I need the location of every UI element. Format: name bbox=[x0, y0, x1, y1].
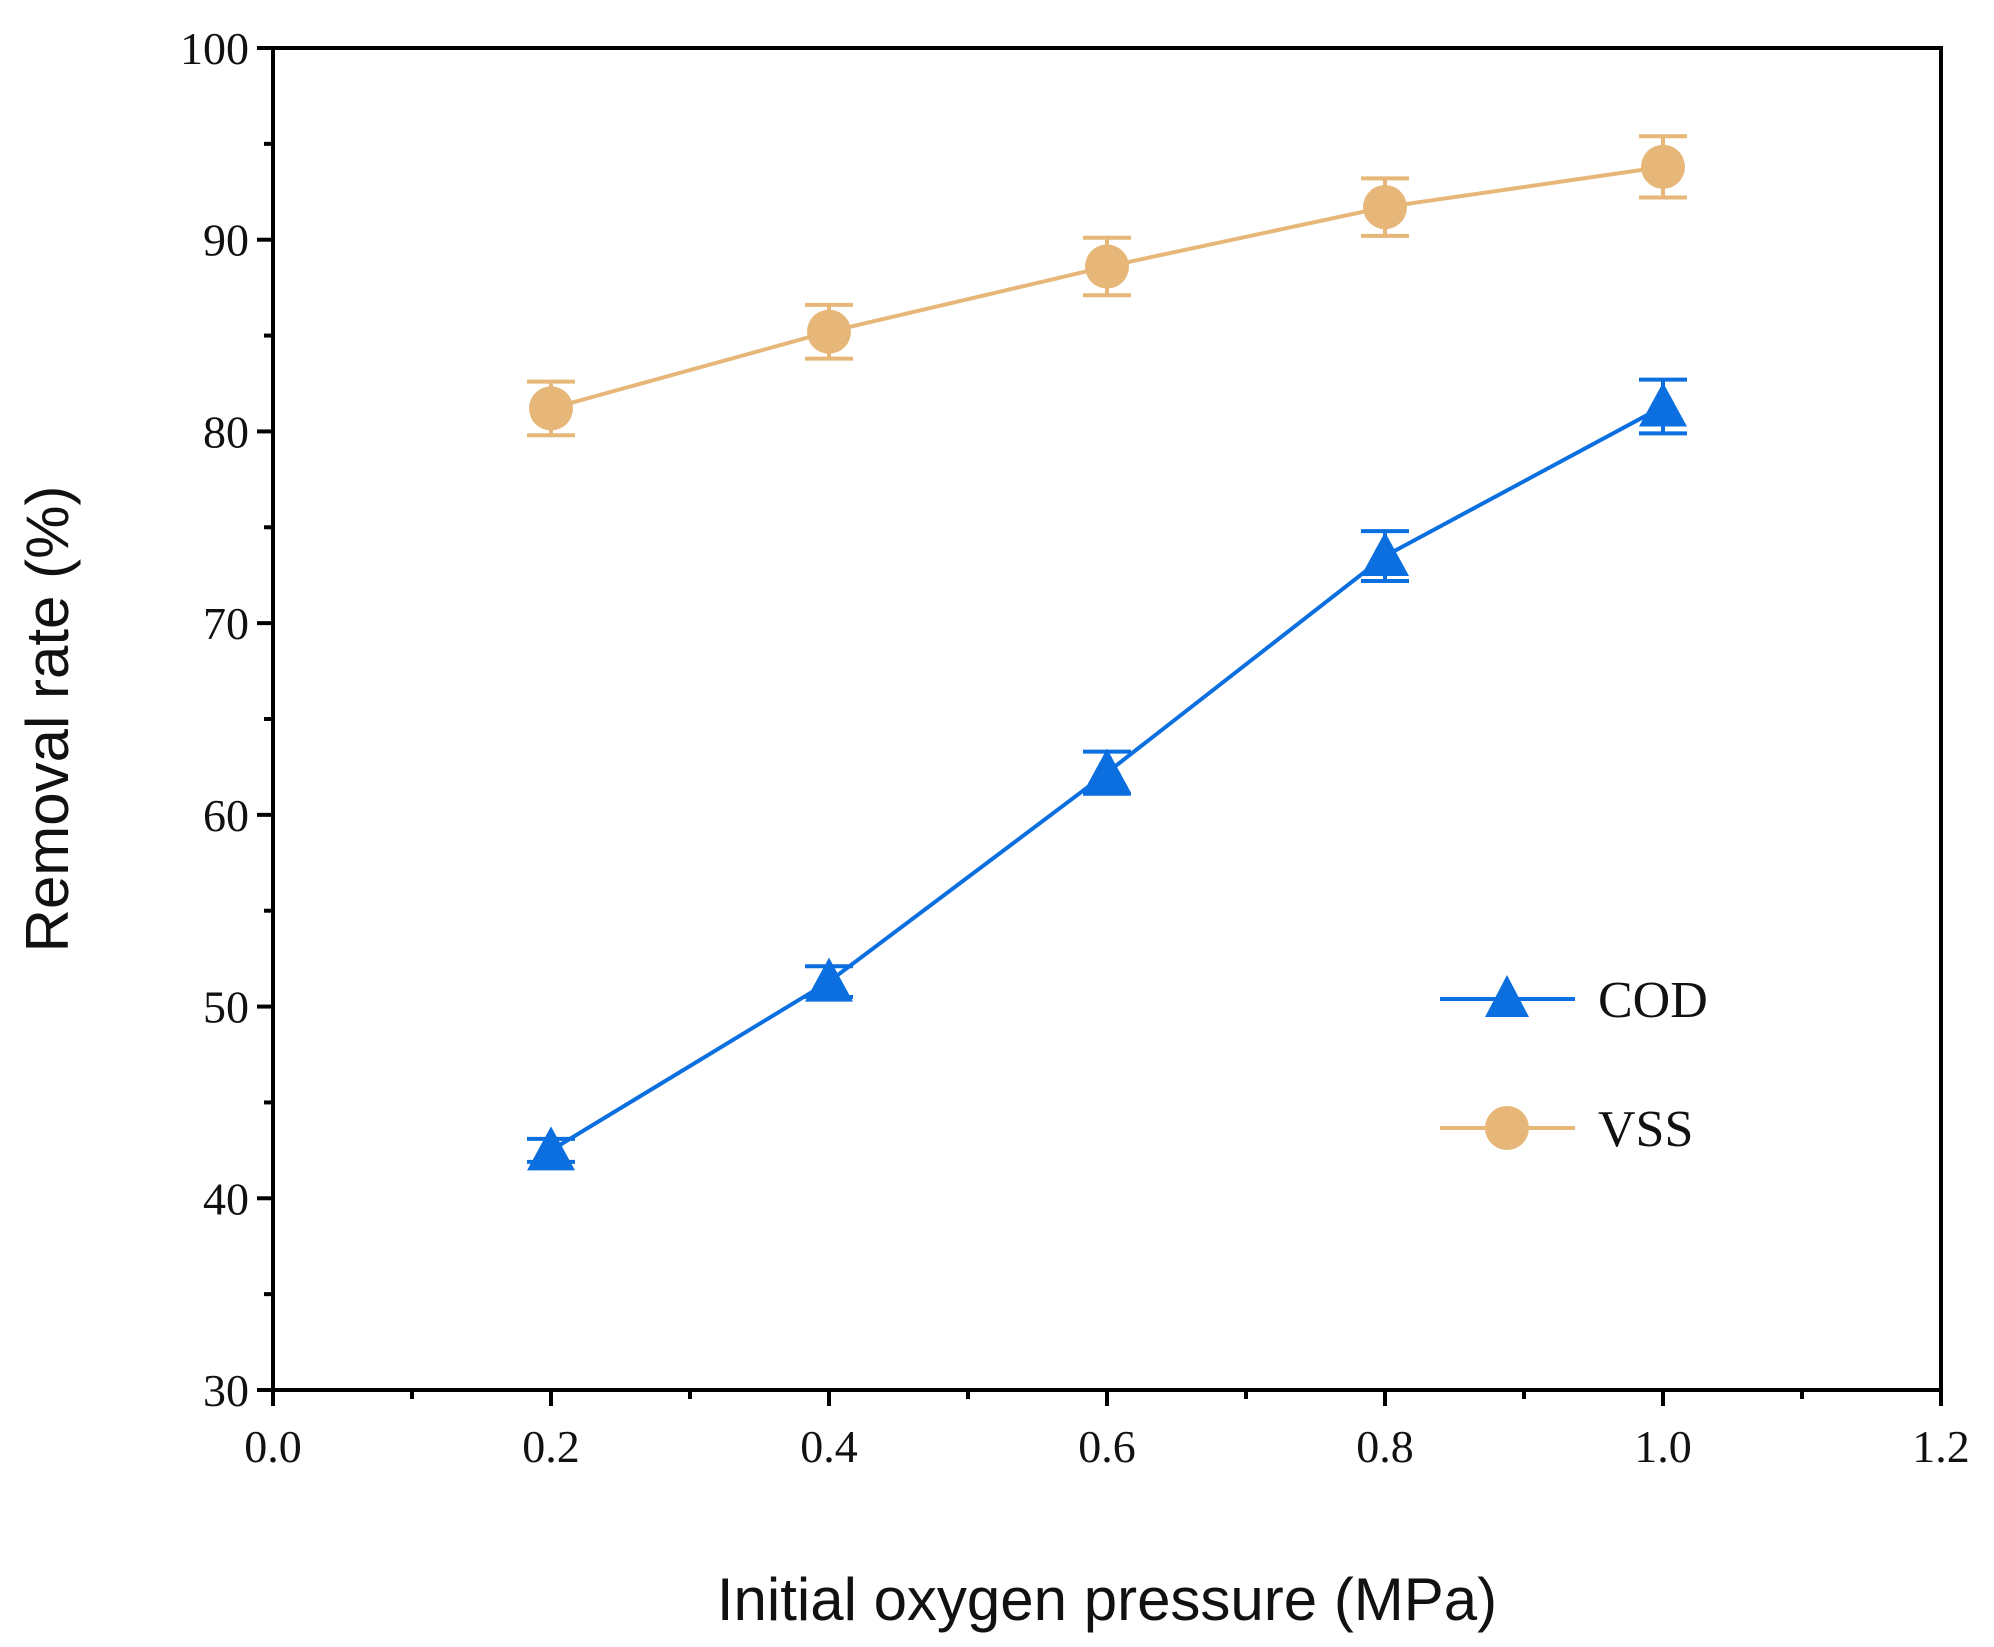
y-tick-label: 90 bbox=[203, 215, 249, 266]
x-tick-label: 1.2 bbox=[1912, 1421, 1970, 1472]
y-tick-label: 50 bbox=[203, 982, 249, 1033]
series-vss bbox=[527, 134, 1687, 438]
vss-point bbox=[1085, 244, 1129, 289]
x-tick-label: 0.6 bbox=[1078, 1421, 1136, 1472]
x-axis-title: Initial oxygen pressure (MPa) bbox=[717, 1566, 1497, 1633]
vss-point bbox=[1363, 185, 1407, 230]
legend-cod-label: COD bbox=[1598, 972, 1708, 1029]
y-tick-label: 30 bbox=[203, 1365, 249, 1416]
y-tick-label: 40 bbox=[203, 1173, 249, 1224]
y-tick-label: 80 bbox=[203, 406, 249, 457]
x-tick-label: 0.0 bbox=[244, 1421, 302, 1472]
y-axis-title: Removal rate (%) bbox=[14, 486, 81, 953]
vss-point bbox=[807, 309, 851, 354]
y-tick-label: 60 bbox=[203, 790, 249, 841]
y-tick-label: 70 bbox=[203, 598, 249, 649]
cod-point bbox=[1361, 532, 1409, 577]
plot-marks bbox=[527, 134, 1687, 1171]
cod-point bbox=[1083, 748, 1131, 793]
cod-point bbox=[805, 957, 853, 1002]
cod-point bbox=[527, 1126, 575, 1171]
series-cod bbox=[527, 377, 1687, 1171]
x-tick-label: 0.8 bbox=[1356, 1421, 1414, 1472]
vss-point bbox=[529, 386, 573, 431]
x-tick-label: 0.2 bbox=[522, 1421, 580, 1472]
vss-point bbox=[1641, 144, 1685, 189]
legend-cod-marker bbox=[1485, 975, 1529, 1017]
x-tick-label: 0.4 bbox=[800, 1421, 858, 1472]
legend-vss-label: VSS bbox=[1598, 1101, 1693, 1158]
cod-point bbox=[1639, 382, 1687, 427]
x-tick-label: 1.0 bbox=[1634, 1421, 1692, 1472]
axis-ticks: 0.0 0.2 0.4 0.6 0.8 1.0 1.2 30 40 50 60 70 80 90 100 bbox=[180, 23, 1970, 1472]
legend: COD VSS bbox=[1440, 972, 1708, 1158]
legend-vss-marker bbox=[1485, 1106, 1529, 1150]
y-tick-label: 100 bbox=[180, 23, 249, 74]
